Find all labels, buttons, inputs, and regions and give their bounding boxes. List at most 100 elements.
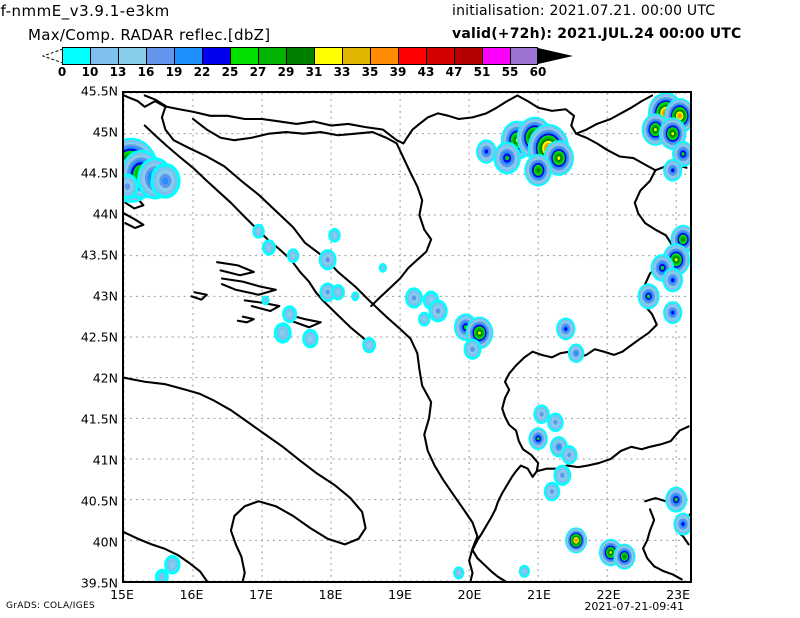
longitude-tick: 22E	[596, 587, 621, 602]
reflectivity-contour	[574, 351, 578, 356]
grads-credit: GrADS: COLA/IGES	[6, 601, 95, 611]
map-plot-area[interactable]	[122, 91, 692, 583]
colorbar-tick: 47	[445, 65, 463, 79]
latitude-tick: 44N	[92, 206, 118, 222]
colorbar-swatches	[62, 47, 538, 65]
reflectivity-contour	[674, 497, 678, 502]
reflectivity-contour	[291, 253, 296, 259]
map-boundary-line	[476, 348, 624, 542]
map-boundary-line	[124, 94, 479, 581]
reflectivity-contour	[484, 149, 489, 154]
colorbar-tick: 39	[389, 65, 407, 79]
colorbar-underflow-arrow-icon	[42, 48, 64, 64]
map-boundary-line	[191, 117, 398, 145]
colorbar-tick: 33	[333, 65, 351, 79]
longitude-tick: 15E	[110, 587, 134, 602]
colorbar-swatch	[314, 47, 342, 65]
colorbar-swatch	[258, 47, 286, 65]
reflectivity-contour	[266, 244, 272, 251]
reflectivity-contour	[671, 278, 675, 283]
reflectivity-contour	[671, 132, 675, 136]
colorbar: 0 10 13 16 19 22 25 27 29 31 33 35 39 43 47 51 55 60	[42, 45, 573, 79]
reflectivity-contour	[681, 237, 685, 241]
reflectivity-contour	[681, 522, 685, 526]
latitude-tick: 41.5N	[80, 411, 118, 427]
reflectivity-contour	[560, 472, 565, 478]
reflectivity-contour	[678, 114, 681, 118]
reflectivity-contour	[307, 335, 314, 342]
reflectivity-contour	[536, 437, 540, 441]
render-timestamp: 2021-07-21-09:41	[584, 600, 684, 613]
reflectivity-contour	[567, 452, 572, 458]
longitude-tick: 21E	[527, 587, 551, 602]
reflectivity-contour	[422, 316, 427, 322]
map-boundary-line	[575, 94, 654, 135]
reflectivity-contour	[671, 310, 675, 315]
reflectivity-contour	[609, 551, 612, 554]
map-boundary-line	[220, 277, 277, 296]
reflectivity-contour	[557, 156, 561, 160]
reflectivity-contour	[325, 257, 330, 263]
reflectivity-contour	[162, 177, 169, 185]
latitude-tick: 42N	[92, 370, 118, 386]
latitude-tick: 42.5N	[80, 329, 118, 345]
colorbar-swatch	[342, 47, 370, 65]
colorbar-title: Max/Comp. RADAR reflec.[dbZ]	[28, 26, 271, 44]
colorbar-swatch	[62, 47, 90, 65]
map-boundary-line	[236, 315, 255, 324]
reflectivity-contour	[124, 183, 131, 190]
colorbar-tick: 43	[417, 65, 435, 79]
reflectivity-contour	[335, 289, 341, 295]
map-boundary-line	[641, 508, 683, 581]
colorbar-tick: 10	[81, 65, 99, 79]
latitude-tick: 45.5N	[80, 83, 118, 99]
colorbar-tick: 60	[529, 65, 547, 79]
map-gridlines	[124, 93, 690, 581]
longitude-tick: 23E	[666, 587, 690, 602]
colorbar-swatch	[174, 47, 202, 65]
reflectivity-contour	[470, 346, 475, 352]
map-boundary-line	[190, 291, 208, 301]
map-boundary-line	[471, 539, 507, 581]
reflectivity-contour	[557, 444, 561, 449]
map-boundary-line	[124, 376, 367, 581]
reflectivity-contour	[256, 228, 261, 234]
colorbar-swatch	[146, 47, 174, 65]
latitude-tick: 43N	[92, 288, 118, 304]
reflectivity-contour	[539, 411, 544, 417]
longitude-tick: 20E	[457, 587, 482, 602]
map-boundary-line	[124, 212, 145, 230]
radar-reflectivity-field	[124, 93, 690, 581]
reflectivity-contour	[623, 555, 626, 559]
colorbar-tick: 35	[361, 65, 379, 79]
reflectivity-contour	[478, 331, 481, 335]
reflectivity-contour	[553, 419, 558, 425]
reflectivity-contour	[169, 561, 176, 569]
latitude-tick: 44.5N	[80, 165, 118, 181]
initialisation-time: initialisation: 2021.07.21. 00:00 UTC	[452, 3, 716, 19]
longitude-axis-labels: 15E 16E 17E 18E 19E 20E 21E 22E 23E	[110, 587, 692, 605]
reflectivity-contour	[654, 128, 657, 132]
colorbar-tick: 25	[221, 65, 239, 79]
map-boundary-line	[124, 531, 208, 581]
colorbar-tick: 27	[249, 65, 267, 79]
colorbar-swatch	[398, 47, 426, 65]
longitude-tick: 19E	[388, 587, 412, 602]
reflectivity-contour	[522, 569, 527, 574]
reflectivity-contour	[353, 293, 358, 299]
map-boundary-line	[285, 313, 322, 329]
colorbar-tick: 16	[137, 65, 155, 79]
map-canvas	[124, 93, 690, 581]
reflectivity-contour	[674, 258, 678, 262]
colorbar-swatch	[90, 47, 118, 65]
longitude-tick: 17E	[249, 587, 273, 602]
reflectivity-contour	[681, 152, 685, 156]
reflectivity-contour	[671, 168, 675, 173]
reflectivity-contour	[505, 155, 510, 161]
valid-time: valid(+72h): 2021.JUL.24 00:00 UTC	[452, 26, 742, 42]
reflectivity-contour	[332, 232, 337, 238]
latitude-tick: 43.5N	[80, 247, 118, 263]
colorbar-swatch	[426, 47, 454, 65]
colorbar-tick: 13	[109, 65, 127, 79]
map-boundary-line	[243, 299, 281, 313]
